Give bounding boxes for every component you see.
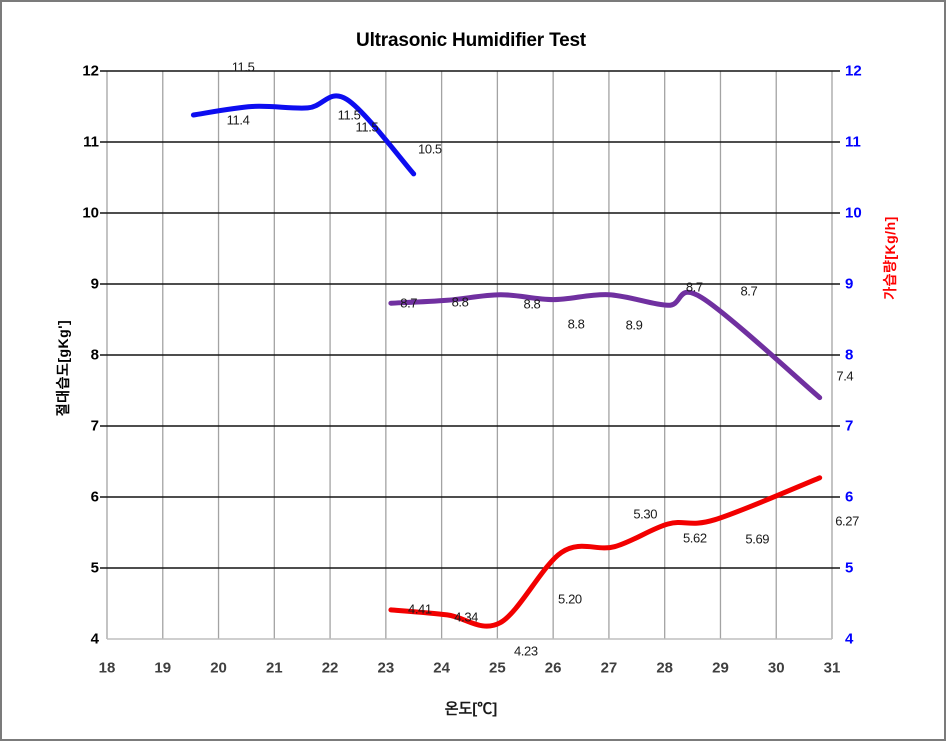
data-label-absolute-humidity-purple: 8.9 xyxy=(625,317,643,333)
x-tick-label: 30 xyxy=(767,659,785,677)
data-label-absolute-humidity-purple: 8.7 xyxy=(400,295,418,311)
y-tick-label-left: 5 xyxy=(90,559,99,577)
x-tick-label: 26 xyxy=(544,659,562,677)
series-curve-absolute-humidity-purple xyxy=(388,289,823,401)
data-label-humidification-rate-red: 5.20 xyxy=(558,591,582,607)
y-tick-label-left: 7 xyxy=(90,417,99,435)
x-axis-title: 온도[℃] xyxy=(444,700,498,718)
y-tick-label-right: 12 xyxy=(845,62,862,80)
data-label-absolute-humidity-high-blue: 11.5 xyxy=(337,107,361,123)
data-label-humidification-rate-red: 4.34 xyxy=(454,609,478,625)
data-label-absolute-humidity-purple: 7.4 xyxy=(836,368,854,384)
y-tick-label-left: 11 xyxy=(83,133,99,151)
y-tick-label-left: 9 xyxy=(90,275,99,293)
y-tick-label-right: 9 xyxy=(845,275,854,293)
x-tick-label: 23 xyxy=(377,659,395,677)
data-label-absolute-humidity-purple: 8.8 xyxy=(523,296,541,312)
x-tick-label: 25 xyxy=(489,659,506,677)
x-tick-label: 24 xyxy=(433,659,450,677)
data-label-absolute-humidity-high-blue: 11.5 xyxy=(355,119,379,135)
y-tick-label-right: 6 xyxy=(845,488,854,506)
y-tick-label-right: 8 xyxy=(845,346,854,364)
y-tick-label-left: 10 xyxy=(82,204,99,222)
x-tick-label: 27 xyxy=(600,659,618,677)
y-tick-label-left: 12 xyxy=(82,62,99,80)
data-label-humidification-rate-red: 5.30 xyxy=(633,506,658,522)
x-tick-label: 19 xyxy=(154,659,172,677)
x-tick-label: 22 xyxy=(321,659,339,677)
data-label-absolute-humidity-purple: 8.7 xyxy=(685,279,703,295)
data-label-humidification-rate-red: 4.23 xyxy=(513,643,538,659)
y-tick-label-left: 6 xyxy=(90,488,99,506)
y-tick-label-right: 11 xyxy=(845,133,861,151)
series-curve-absolute-humidity-high-blue xyxy=(190,93,417,177)
x-tick-label: 31 xyxy=(823,659,841,677)
chart-title: Ultrasonic Humidifier Test xyxy=(356,30,586,51)
data-label-humidification-rate-red: 5.62 xyxy=(682,530,707,546)
data-label-absolute-humidity-high-blue: 11.4 xyxy=(226,112,250,128)
data-label-humidification-rate-red: 4.41 xyxy=(408,601,432,617)
x-tick-label: 18 xyxy=(98,659,116,677)
x-tick-label: 29 xyxy=(712,659,729,677)
y-tick-label-right: 7 xyxy=(845,417,854,435)
y-tick-label-left: 8 xyxy=(90,346,99,364)
y-tick-label-left: 4 xyxy=(90,630,99,648)
data-label-humidification-rate-red: 5.69 xyxy=(745,531,770,547)
x-tick-label: 28 xyxy=(656,659,674,677)
x-tick-label: 21 xyxy=(265,659,283,677)
data-label-absolute-humidity-high-blue: 11.5 xyxy=(231,59,255,75)
data-label-humidification-rate-red: 6.27 xyxy=(835,513,859,529)
data-label-absolute-humidity-high-blue: 10.5 xyxy=(418,141,442,157)
data-label-absolute-humidity-purple: 8.8 xyxy=(567,316,585,332)
series-curve-humidification-rate-red xyxy=(388,475,823,629)
y-tick-label-right: 4 xyxy=(845,630,854,648)
x-tick-label: 20 xyxy=(210,659,227,677)
y-tick-label-right: 10 xyxy=(845,204,862,222)
y-tick-label-right: 5 xyxy=(845,559,854,577)
data-label-absolute-humidity-purple: 8.7 xyxy=(740,283,758,299)
data-label-absolute-humidity-purple: 8.8 xyxy=(451,294,469,310)
